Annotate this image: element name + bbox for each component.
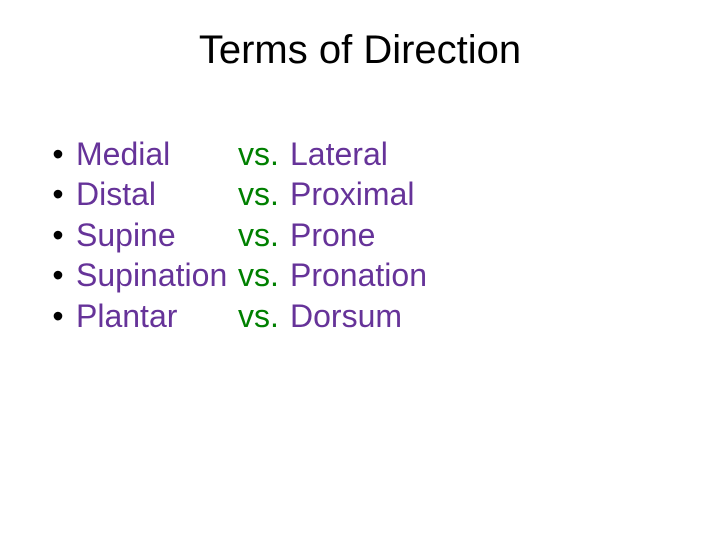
vs-text: vs. — [238, 256, 290, 294]
terms-list: • Medial vs. Lateral • Distal vs. Proxim… — [40, 135, 427, 337]
slide: Terms of Direction • Medial vs. Lateral … — [0, 0, 720, 540]
list-item: • Medial vs. Lateral — [40, 135, 427, 173]
term-right: Proximal — [290, 175, 414, 213]
list-item: • Distal vs. Proximal — [40, 175, 427, 213]
slide-title: Terms of Direction — [0, 28, 720, 73]
vs-text: vs. — [238, 135, 290, 173]
bullet-icon: • — [40, 175, 76, 213]
term-right: Dorsum — [290, 297, 402, 335]
vs-text: vs. — [238, 216, 290, 254]
term-right: Lateral — [290, 135, 388, 173]
term-left: Medial — [76, 135, 238, 173]
term-left: Supination — [76, 256, 238, 294]
term-left: Supine — [76, 216, 238, 254]
list-item: • Supination vs. Pronation — [40, 256, 427, 294]
bullet-icon: • — [40, 135, 76, 173]
vs-text: vs. — [238, 297, 290, 335]
list-item: • Plantar vs. Dorsum — [40, 297, 427, 335]
vs-text: vs. — [238, 175, 290, 213]
list-item: • Supine vs. Prone — [40, 216, 427, 254]
term-right: Pronation — [290, 256, 427, 294]
term-left: Distal — [76, 175, 238, 213]
bullet-icon: • — [40, 216, 76, 254]
bullet-icon: • — [40, 297, 76, 335]
term-left: Plantar — [76, 297, 238, 335]
bullet-icon: • — [40, 256, 76, 294]
term-right: Prone — [290, 216, 375, 254]
